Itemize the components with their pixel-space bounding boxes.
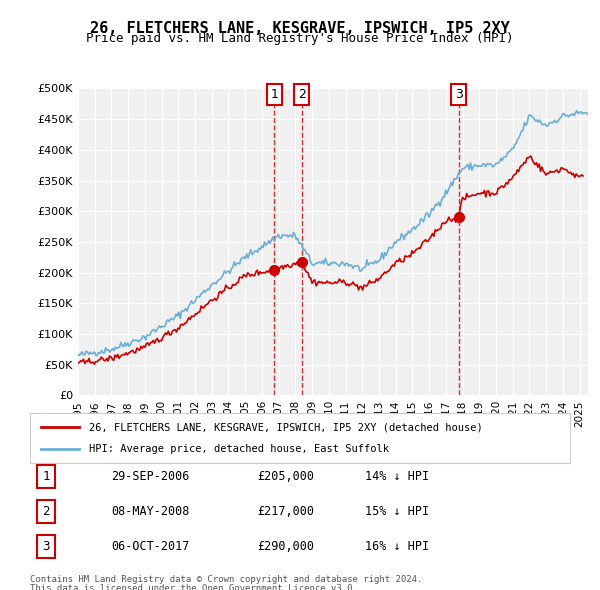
Text: HPI: Average price, detached house, East Suffolk: HPI: Average price, detached house, East…	[89, 444, 389, 454]
Text: 2: 2	[298, 88, 305, 101]
Text: 14% ↓ HPI: 14% ↓ HPI	[365, 470, 429, 483]
Text: 26, FLETCHERS LANE, KESGRAVE, IPSWICH, IP5 2XY: 26, FLETCHERS LANE, KESGRAVE, IPSWICH, I…	[90, 21, 510, 35]
Text: £205,000: £205,000	[257, 470, 314, 483]
Text: £217,000: £217,000	[257, 505, 314, 518]
Text: 3: 3	[43, 540, 50, 553]
Text: 1: 1	[43, 470, 50, 483]
Text: Contains HM Land Registry data © Crown copyright and database right 2024.: Contains HM Land Registry data © Crown c…	[30, 575, 422, 584]
Text: 15% ↓ HPI: 15% ↓ HPI	[365, 505, 429, 518]
Text: This data is licensed under the Open Government Licence v3.0.: This data is licensed under the Open Gov…	[30, 584, 358, 590]
Text: 29-SEP-2006: 29-SEP-2006	[111, 470, 190, 483]
Text: 1: 1	[271, 88, 278, 101]
Text: 2: 2	[43, 505, 50, 518]
Text: 06-OCT-2017: 06-OCT-2017	[111, 540, 190, 553]
Text: 16% ↓ HPI: 16% ↓ HPI	[365, 540, 429, 553]
Text: 26, FLETCHERS LANE, KESGRAVE, IPSWICH, IP5 2XY (detached house): 26, FLETCHERS LANE, KESGRAVE, IPSWICH, I…	[89, 422, 483, 432]
Text: 3: 3	[455, 88, 463, 101]
Text: Price paid vs. HM Land Registry's House Price Index (HPI): Price paid vs. HM Land Registry's House …	[86, 32, 514, 45]
Text: £290,000: £290,000	[257, 540, 314, 553]
Text: 08-MAY-2008: 08-MAY-2008	[111, 505, 190, 518]
